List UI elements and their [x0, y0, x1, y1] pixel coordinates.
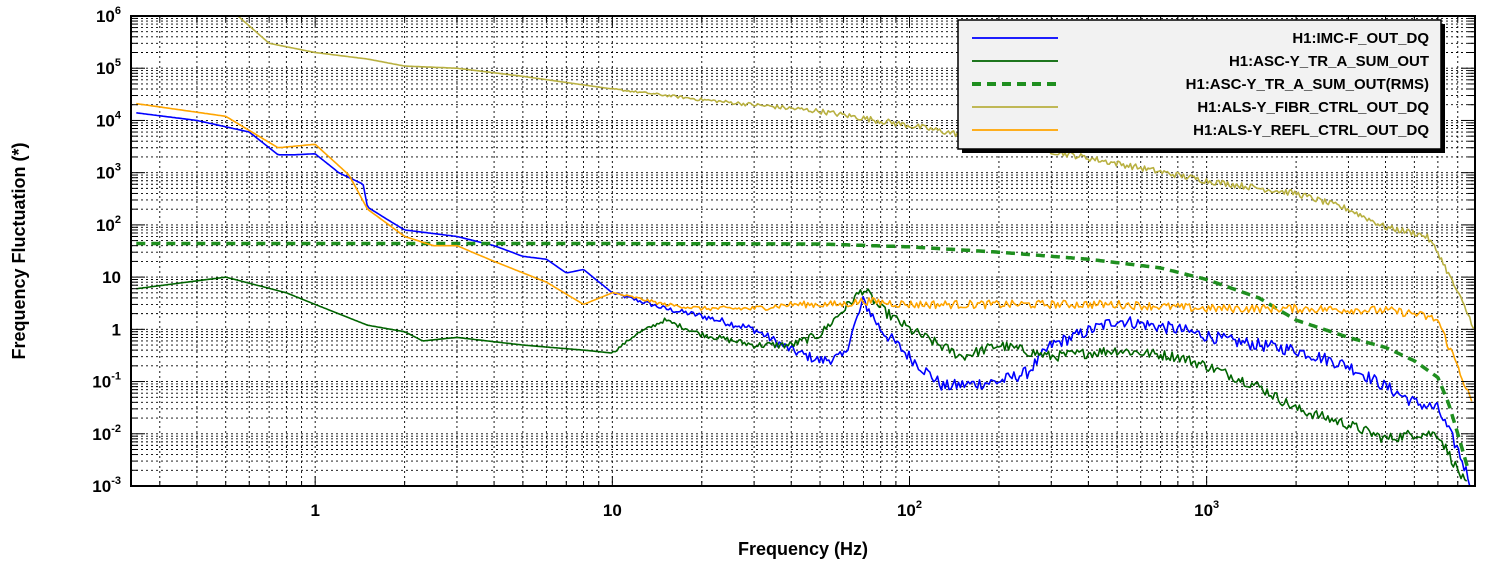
y-tick-label: 103	[96, 162, 121, 183]
legend-label: H1:ALS-Y_FIBR_CTRL_OUT_DQ	[1197, 99, 1429, 116]
y-tick-label: 105	[96, 57, 121, 78]
series-line-5	[136, 102, 1473, 402]
legend-label: H1:ALS-Y_REFL_CTRL_OUT_DQ	[1193, 122, 1429, 139]
x-tick-label: 10	[603, 501, 622, 520]
y-tick-label: 102	[96, 214, 121, 235]
x-tick-labels: 1 10 102 103	[310, 499, 1219, 520]
y-tick-labels: 10-3 10-2 10-1 1 10 102 103 104 105 106	[92, 5, 122, 496]
y-axis-title: Frequency Fluctuation (*)	[9, 142, 29, 359]
y-tick-label: 10-2	[92, 423, 121, 444]
y-tick-label: 106	[96, 5, 121, 26]
series-line-4	[237, 16, 1475, 329]
series-line-2	[136, 276, 1468, 482]
y-tick-label: 10-1	[92, 371, 121, 392]
x-tick-label: 102	[897, 499, 922, 520]
y-tick-label: 10-3	[92, 475, 121, 496]
series-layer	[136, 16, 1475, 486]
series-line-3	[136, 241, 1471, 471]
y-tick-label: 10	[102, 268, 121, 287]
y-tick-label: 1	[112, 320, 121, 339]
y-tick-label: 104	[96, 109, 122, 130]
ticks	[131, 15, 1476, 487]
x-tick-label: 103	[1194, 499, 1219, 520]
legend-label: H1:ASC-Y_TR_A_SUM_OUT	[1229, 53, 1429, 70]
x-tick-label: 1	[310, 501, 319, 520]
legend-label: H1:ASC-Y_TR_A_SUM_OUT(RMS)	[1186, 76, 1429, 93]
x-axis-title: Frequency (Hz)	[738, 539, 868, 559]
series-line-1	[136, 112, 1471, 486]
legend: H1:IMC-F_OUT_DQ H1:ASC-Y_TR_A_SUM_OUT H1:A…	[957, 19, 1445, 153]
legend-label: H1:IMC-F_OUT_DQ	[1292, 30, 1429, 47]
plot-frame	[130, 15, 1476, 487]
